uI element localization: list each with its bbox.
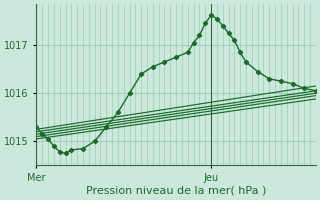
X-axis label: Pression niveau de la mer( hPa ): Pression niveau de la mer( hPa ) [86, 186, 266, 196]
